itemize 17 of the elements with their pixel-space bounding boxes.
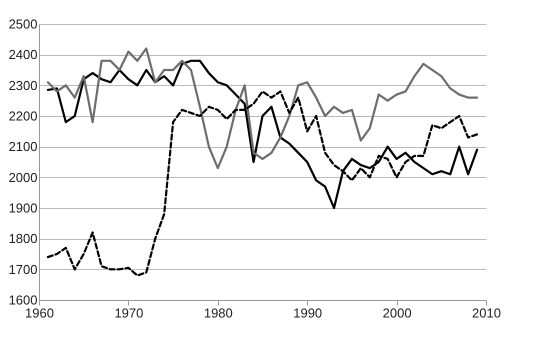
y-tick-label: 2400 <box>8 47 38 62</box>
x-tick-label: 1970 <box>114 306 144 320</box>
x-tick-label: 1990 <box>293 306 322 320</box>
y-tick-label: 2100 <box>8 139 38 154</box>
x-tick-label: 1960 <box>25 306 54 320</box>
y-tick-label: 2200 <box>8 108 38 124</box>
x-tick-label: 1980 <box>204 306 233 320</box>
y-tick-label: 2500 <box>8 16 38 32</box>
y-tick-label: 1600 <box>8 292 38 308</box>
y-tick-label: 2000 <box>8 170 38 185</box>
y-tick-label: 1900 <box>8 200 38 216</box>
x-tick-label: 2010 <box>472 306 501 320</box>
line-series <box>46 47 478 170</box>
y-tick-label: 2300 <box>8 78 38 93</box>
y-tick-label: 1700 <box>8 262 38 277</box>
y-tick-label: 1800 <box>8 231 38 246</box>
x-tick-label: 2000 <box>382 306 412 320</box>
